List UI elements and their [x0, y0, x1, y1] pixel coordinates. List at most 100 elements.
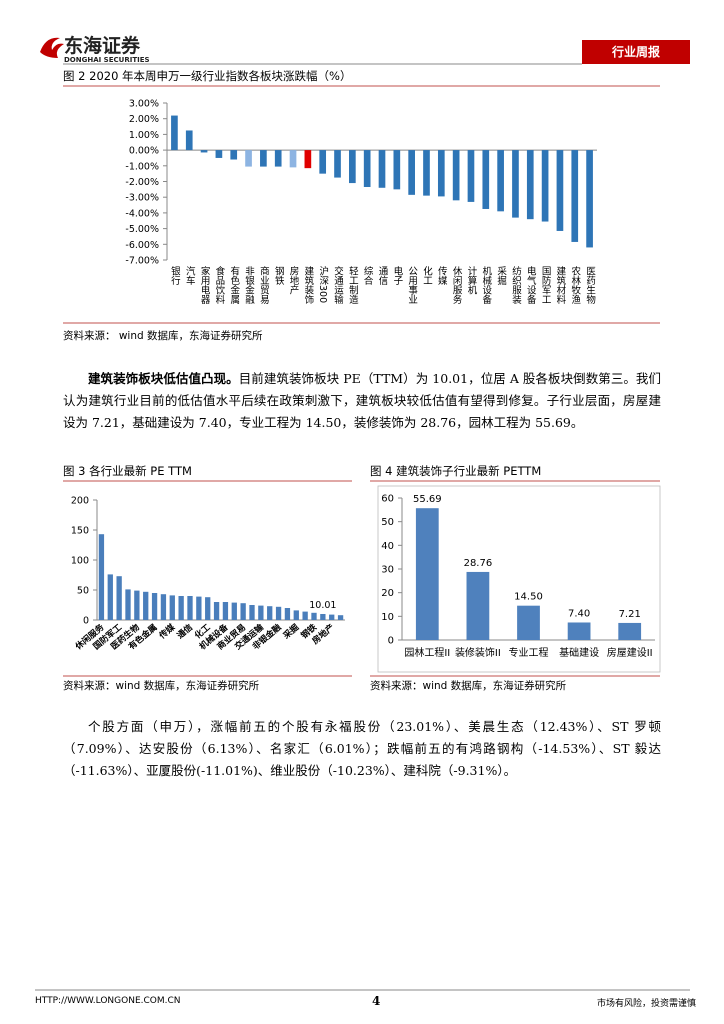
bar	[408, 150, 415, 195]
y-tick-label: 2.00%	[129, 114, 159, 125]
x-tick-label: 有色金属	[228, 265, 240, 305]
bar	[320, 613, 326, 620]
x-tick-label: 建筑材料	[554, 265, 566, 305]
y-tick-label: 40	[381, 541, 394, 552]
y-tick-label: 0	[83, 616, 89, 627]
x-tick-label: 综合	[362, 265, 374, 286]
bar	[185, 130, 193, 151]
bar	[267, 606, 273, 620]
y-tick-label: 0.00%	[129, 146, 159, 157]
bar	[467, 150, 475, 202]
x-tick-label: 电气设备	[525, 265, 537, 305]
tag-text: 行业周报	[611, 44, 660, 59]
y-tick-label: -7.00%	[125, 256, 159, 267]
bar	[393, 150, 401, 190]
x-tick-label: 房屋建设II	[607, 646, 653, 659]
bar	[556, 150, 564, 231]
bar	[274, 150, 282, 167]
bar	[497, 150, 504, 212]
figure-source: 资料来源：wind 数据库，东海证券研究所	[370, 680, 567, 692]
bar	[571, 150, 579, 242]
bar	[329, 614, 335, 620]
bar	[98, 534, 105, 620]
x-tick-label: 公用事业	[406, 266, 418, 304]
bar	[415, 508, 439, 640]
y-tick-label: -3.00%	[125, 193, 159, 204]
figure-source: 资料来源： wind 数据库，东海证券研究所	[63, 330, 263, 342]
bar	[171, 115, 178, 151]
bar	[215, 150, 223, 158]
y-tick-label: -6.00%	[125, 240, 159, 251]
x-tick-label: 通信	[377, 266, 389, 286]
y-tick-label: 50	[381, 517, 394, 528]
x-tick-label: 交通运输	[332, 265, 344, 305]
x-tick-label: 房地产	[288, 265, 300, 295]
bar	[289, 150, 297, 168]
y-tick-label: -5.00%	[125, 224, 159, 235]
x-tick-label: 商业贸易	[258, 265, 270, 305]
x-tick-label: 传媒	[436, 265, 448, 286]
bar	[482, 150, 490, 209]
x-tick-label: 采掘	[495, 266, 507, 286]
value-label: 14.50	[514, 592, 543, 603]
bar	[107, 574, 113, 620]
bar	[169, 595, 175, 620]
x-tick-label: 汽车	[184, 265, 196, 286]
x-tick-label: 计算机	[465, 265, 477, 295]
bar	[517, 605, 540, 640]
page-number: 4	[372, 994, 381, 1008]
x-tick-label: 银行	[169, 265, 181, 286]
value-label: 7.21	[619, 609, 641, 620]
bar	[200, 150, 208, 153]
bar	[178, 596, 184, 620]
y-tick-label: 1.00%	[129, 130, 159, 141]
paragraph-text: 个股方面（申万），涨幅前五的个股有永福股份（23.01%）、美晨生态（12.43…	[63, 719, 661, 778]
bar	[466, 571, 490, 640]
y-tick-label: 20	[381, 588, 394, 599]
value-label: 7.40	[568, 608, 590, 619]
figure-caption: 图 4 建筑装饰子行业最新 PETTM	[370, 464, 542, 478]
bar	[205, 597, 211, 620]
paragraph: 个股方面（申万），涨幅前五的个股有永福股份（23.01%）、美晨生态（12.43…	[63, 716, 661, 782]
y-tick-label: -2.00%	[125, 177, 159, 188]
bar	[586, 150, 593, 248]
x-tick-label: 食品饮料	[213, 265, 225, 305]
x-tick-label: 电子	[391, 265, 403, 285]
x-tick-label: 园林工程II	[404, 646, 450, 659]
bar	[160, 594, 167, 620]
bar	[143, 591, 149, 620]
paragraph: 建筑装饰板块低估值凸现。目前建筑装饰板块 PE（TTM）为 10.01，位居 A…	[63, 368, 661, 434]
value-label: 10.01	[309, 600, 336, 611]
bar	[125, 589, 131, 620]
x-tick-label: 采掘	[280, 622, 301, 642]
bar	[258, 605, 264, 620]
y-tick-label: 200	[71, 496, 89, 507]
bar	[304, 150, 312, 169]
bar	[378, 150, 386, 188]
bar	[319, 150, 327, 174]
logo-text: 东海证券	[64, 34, 141, 57]
x-tick-label: 农林牧渔	[569, 265, 581, 304]
x-tick-label: 基础建设	[559, 646, 599, 659]
footer-url: HTTP://WWW.LONGONE.COM.CN	[35, 996, 181, 1006]
value-label: 55.69	[413, 494, 442, 505]
bar	[437, 150, 445, 197]
value-label: 28.76	[464, 558, 493, 569]
x-tick-label: 化工	[421, 265, 433, 285]
x-tick-label: 传媒	[156, 622, 177, 642]
bar	[423, 150, 430, 196]
bar	[363, 150, 371, 187]
bar	[231, 602, 237, 620]
bar	[187, 596, 193, 620]
bar	[134, 590, 140, 620]
bar	[302, 611, 308, 620]
bar	[222, 602, 229, 620]
y-tick-label: 50	[77, 586, 89, 597]
x-tick-label: 纺织服装	[510, 265, 522, 305]
tag-bg	[582, 40, 690, 64]
bar	[116, 576, 122, 620]
chart-frame	[377, 485, 661, 673]
bar	[334, 150, 341, 178]
